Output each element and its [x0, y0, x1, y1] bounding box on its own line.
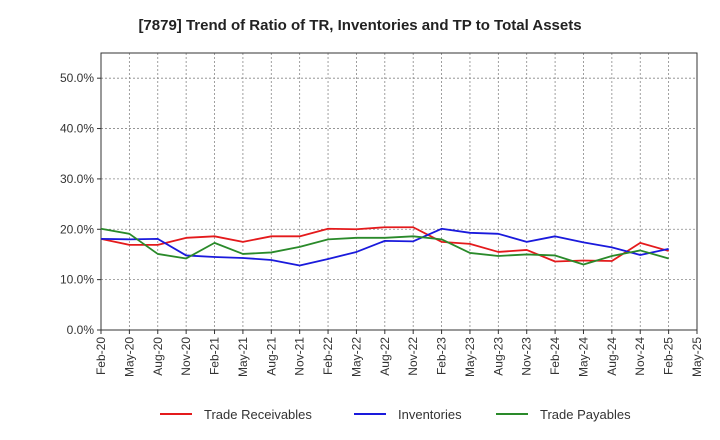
legend: Trade Receivables Inventories Trade Payabl… [160, 407, 631, 422]
x-tick-label: Feb-20 [94, 337, 108, 375]
x-tick-label: Aug-21 [264, 337, 278, 376]
x-tick-label: May-23 [463, 337, 477, 377]
x-tick-label: Aug-23 [491, 337, 505, 376]
x-tick-label: Aug-24 [605, 337, 619, 376]
grid-layer [101, 53, 697, 330]
x-tick-label: Nov-24 [633, 337, 647, 376]
x-axis-ticks: Feb-20 May-20 Aug-20 Nov-20 Feb-21 May-21 Aug-… [94, 330, 704, 377]
chart-title: [7879] Trend of Ratio of TR, Inventories… [138, 17, 581, 34]
x-tick-label: Nov-22 [406, 337, 420, 376]
x-tick-label: May-24 [576, 337, 590, 377]
x-tick-label: May-21 [236, 337, 250, 377]
x-tick-label: Nov-20 [179, 337, 193, 376]
x-tick-label: May-20 [122, 337, 136, 377]
x-tick-label: Nov-21 [293, 337, 307, 376]
x-tick-label: Feb-23 [435, 337, 449, 375]
x-tick-label: Feb-24 [548, 337, 562, 375]
y-tick-label: 20.0% [60, 222, 94, 236]
x-tick-label: May-22 [349, 337, 363, 377]
legend-label-trade-receivables: Trade Receivables [204, 407, 312, 422]
y-tick-label: 50.0% [60, 71, 94, 85]
x-tick-label: Nov-23 [520, 337, 534, 376]
y-tick-label: 0.0% [67, 323, 95, 337]
series-line-trade-receivables [100, 226, 669, 263]
plot-frame [100, 52, 698, 331]
series-layer [100, 226, 669, 267]
y-tick-label: 30.0% [60, 172, 94, 186]
legend-label-trade-payables: Trade Payables [540, 407, 631, 422]
series-line-inventories [100, 227, 669, 267]
y-axis-ticks: 0.0% 10.0% 20.0% 30.0% 40.0% 50.0% [60, 71, 101, 337]
y-tick-label: 40.0% [60, 122, 94, 136]
series-line-trade-payables [100, 227, 669, 266]
x-tick-label: Aug-22 [378, 337, 392, 376]
y-tick-label: 10.0% [60, 273, 94, 287]
x-tick-label: Feb-21 [208, 337, 222, 375]
x-tick-label: Aug-20 [151, 337, 165, 376]
x-tick-label: Feb-22 [321, 337, 335, 375]
x-tick-label: May-25 [690, 337, 704, 377]
legend-label-inventories: Inventories [398, 407, 462, 422]
x-tick-label: Feb-25 [662, 337, 676, 375]
